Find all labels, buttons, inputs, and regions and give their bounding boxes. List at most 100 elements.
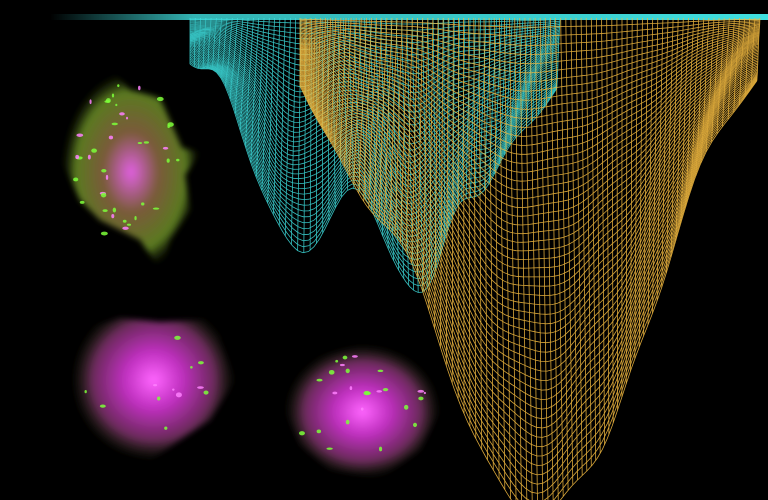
mesh-col bbox=[291, 17, 297, 245]
speck bbox=[143, 141, 150, 144]
mesh-col bbox=[504, 17, 511, 499]
mesh-col bbox=[483, 17, 488, 461]
mesh-col bbox=[272, 17, 281, 215]
speck bbox=[190, 365, 193, 369]
mesh-col bbox=[452, 17, 455, 215]
mesh-col bbox=[675, 17, 684, 241]
speck bbox=[102, 209, 108, 213]
mesh-col bbox=[722, 17, 730, 127]
mesh-col bbox=[556, 17, 561, 89]
speck bbox=[79, 200, 85, 204]
mesh-col bbox=[479, 17, 487, 195]
mesh-col bbox=[198, 17, 201, 69]
speck bbox=[125, 116, 129, 120]
mesh-col bbox=[647, 17, 654, 325]
mesh-col bbox=[529, 17, 538, 500]
mesh-col bbox=[394, 17, 403, 236]
mesh-col bbox=[680, 17, 689, 224]
orange-mesh bbox=[299, 17, 761, 500]
speck bbox=[137, 142, 143, 145]
mesh-col bbox=[670, 17, 679, 258]
speck bbox=[172, 388, 175, 391]
mesh-col bbox=[358, 17, 367, 194]
speck bbox=[197, 386, 204, 389]
mesh-col bbox=[211, 17, 217, 70]
speck bbox=[84, 390, 87, 394]
mesh-col bbox=[368, 17, 378, 209]
mesh-col bbox=[284, 17, 291, 237]
speck bbox=[75, 154, 80, 160]
mesh-col bbox=[353, 17, 362, 185]
speck bbox=[157, 396, 161, 401]
mesh-col bbox=[390, 17, 400, 271]
speck bbox=[423, 391, 427, 395]
speck bbox=[360, 407, 364, 411]
mesh-col bbox=[309, 17, 312, 251]
mesh-col bbox=[716, 17, 725, 134]
cell-bottom-right bbox=[285, 345, 440, 478]
mesh-col bbox=[560, 17, 569, 491]
mesh-col bbox=[685, 17, 694, 207]
mesh-col bbox=[575, 17, 583, 476]
speck bbox=[101, 168, 107, 173]
speck bbox=[174, 335, 181, 340]
speck bbox=[164, 426, 168, 430]
mesh-col bbox=[445, 17, 449, 366]
mesh-col bbox=[465, 17, 471, 199]
mesh-col bbox=[661, 17, 669, 288]
mesh-col bbox=[325, 17, 332, 135]
speck bbox=[105, 98, 111, 103]
speck bbox=[119, 112, 125, 116]
mesh-col bbox=[711, 17, 720, 143]
mesh-col bbox=[638, 17, 643, 348]
mesh-col bbox=[395, 17, 405, 279]
speck bbox=[364, 391, 371, 395]
mesh-col bbox=[434, 17, 439, 329]
mesh-col bbox=[534, 17, 544, 500]
mesh-col bbox=[473, 17, 477, 439]
mesh-col bbox=[690, 17, 700, 191]
mesh-col bbox=[378, 17, 388, 220]
mesh-col bbox=[550, 17, 559, 500]
mesh-col bbox=[601, 17, 605, 445]
speck bbox=[134, 215, 137, 221]
mesh-col bbox=[312, 17, 316, 113]
specks bbox=[73, 84, 427, 452]
mesh-col bbox=[580, 17, 588, 472]
mesh-col bbox=[555, 17, 564, 497]
mesh-col bbox=[520, 17, 529, 133]
mesh-col bbox=[488, 17, 494, 471]
mesh-col bbox=[363, 17, 372, 202]
mesh-col bbox=[514, 17, 522, 500]
mesh-col bbox=[596, 17, 601, 454]
mesh-col bbox=[519, 17, 528, 500]
mesh-col bbox=[278, 17, 286, 226]
speck bbox=[298, 431, 305, 436]
speck bbox=[87, 154, 91, 160]
mesh-col bbox=[344, 17, 352, 167]
speck bbox=[73, 177, 79, 182]
mesh-col bbox=[750, 17, 756, 90]
speck bbox=[316, 429, 322, 434]
speck bbox=[89, 99, 92, 105]
mesh-col bbox=[695, 17, 705, 176]
mesh-col bbox=[334, 17, 342, 150]
mesh-col bbox=[544, 17, 550, 108]
mesh-col bbox=[514, 17, 524, 139]
mesh-col bbox=[422, 17, 429, 293]
mesh-col bbox=[733, 17, 740, 113]
mesh-col bbox=[634, 17, 638, 359]
mesh-col bbox=[193, 17, 196, 67]
speck bbox=[111, 93, 115, 98]
mesh-col bbox=[239, 17, 249, 131]
mesh-col bbox=[267, 17, 275, 203]
meshes bbox=[189, 17, 761, 500]
speck bbox=[76, 133, 84, 137]
mesh-col bbox=[255, 17, 265, 178]
mesh-col bbox=[440, 17, 444, 348]
mesh-col bbox=[379, 17, 389, 249]
mesh-col bbox=[330, 17, 337, 142]
mesh-col bbox=[427, 17, 433, 280]
